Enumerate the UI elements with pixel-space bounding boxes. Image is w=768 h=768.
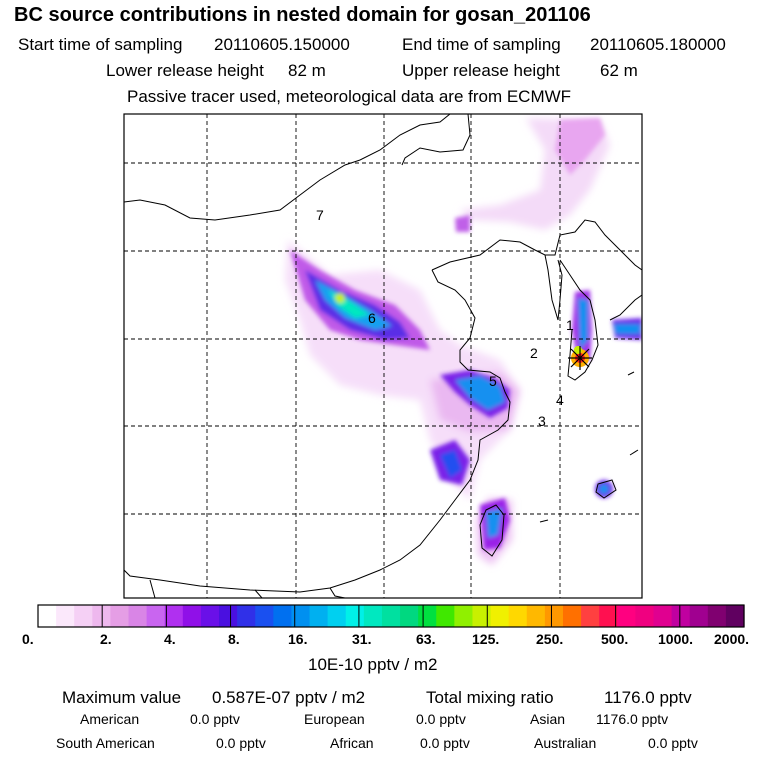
colorbar-swatch bbox=[472, 605, 492, 627]
region-label-2: 2 bbox=[530, 345, 538, 361]
stat-european-name: European bbox=[304, 711, 365, 727]
start-time-value: 20110605.150000 bbox=[214, 35, 350, 54]
colorbar-swatch bbox=[237, 605, 256, 627]
colorbar-swatch bbox=[454, 605, 474, 627]
cb-label-2: 4. bbox=[164, 631, 176, 647]
colorbar-swatch bbox=[707, 605, 727, 627]
colorbar-swatch bbox=[92, 605, 112, 627]
stat-african-name: African bbox=[330, 735, 374, 751]
plume-body bbox=[290, 118, 642, 550]
colorbar-swatch bbox=[671, 605, 691, 627]
colorbar-swatch bbox=[653, 605, 673, 627]
cb-label-0: 0. bbox=[22, 631, 34, 647]
total-mixing-value: 1176.0 pptv bbox=[604, 688, 692, 707]
lower-height-value: 82 m bbox=[288, 61, 326, 80]
colorbar-swatch bbox=[526, 605, 546, 627]
colorbar-ticks bbox=[101, 605, 681, 627]
region-label-1: 1 bbox=[566, 317, 574, 333]
colorbar-swatch bbox=[219, 605, 238, 627]
colorbar-swatch bbox=[562, 605, 582, 627]
cb-label-10: 1000. bbox=[658, 631, 694, 647]
region-label-6: 6 bbox=[368, 310, 376, 326]
stat-european-value: 0.0 pptv bbox=[416, 711, 466, 727]
colorbar-swatch bbox=[363, 605, 383, 627]
end-time-label: End time of sampling bbox=[402, 35, 561, 54]
cb-label-3: 8. bbox=[228, 631, 240, 647]
cb-label-9: 500. bbox=[601, 631, 629, 647]
colorbar-swatch bbox=[200, 605, 220, 627]
colorbar-swatch bbox=[38, 605, 57, 627]
cb-label-1: 2. bbox=[100, 631, 112, 647]
colorbar-swatch bbox=[490, 605, 510, 627]
upper-height-value: 62 m bbox=[600, 61, 638, 80]
colorbar-swatch bbox=[508, 605, 528, 627]
colorbar-swatch bbox=[128, 605, 148, 627]
tracer-note: Passive tracer used, meteorological data… bbox=[127, 87, 572, 106]
colorbar-swatch bbox=[146, 605, 166, 627]
colorbar-swatch bbox=[581, 605, 600, 627]
map-frame bbox=[123, 113, 643, 599]
colorbar-swatch bbox=[725, 605, 745, 627]
colorbar-swatch bbox=[635, 605, 655, 627]
colorbar-swatch bbox=[345, 605, 365, 627]
region-label-5: 5 bbox=[489, 373, 497, 389]
stat-asian-value: 1176.0 pptv bbox=[596, 711, 669, 727]
colorbar-swatch bbox=[436, 605, 455, 627]
colorbar-swatch bbox=[255, 605, 274, 627]
end-time-value: 20110605.180000 bbox=[590, 35, 726, 54]
colorbar-frame bbox=[37, 604, 745, 628]
page-title: BC source contributions in nested domain… bbox=[14, 4, 591, 26]
cb-label-8: 250. bbox=[536, 631, 564, 647]
stat-australian-name: Australian bbox=[534, 735, 597, 751]
colorbar-swatch bbox=[74, 605, 93, 627]
plume-halo bbox=[285, 118, 610, 565]
lat-lon-grid bbox=[124, 114, 642, 598]
region-label-3: 3 bbox=[538, 413, 546, 429]
colorbar-swatch bbox=[418, 605, 437, 627]
colorbar-swatch bbox=[309, 605, 329, 627]
region-label-7: 7 bbox=[316, 207, 324, 223]
colorbar-labels: 0. 2. 4. 8. 16. 31. 63. 125. 250. 500. 1… bbox=[0, 631, 768, 651]
stat-african-value: 0.0 pptv bbox=[420, 735, 470, 751]
max-value-label: Maximum value bbox=[62, 688, 182, 707]
stat-asian-name: Asian bbox=[530, 711, 566, 727]
cb-label-4: 16. bbox=[288, 631, 308, 647]
cb-label-5: 31. bbox=[352, 631, 372, 647]
colorbar-swatch bbox=[617, 605, 636, 627]
colorbar-swatch bbox=[164, 605, 184, 627]
cb-label-6: 63. bbox=[416, 631, 436, 647]
max-value: 0.587E-07 pptv / m2 bbox=[212, 688, 366, 707]
stat-american-name: American bbox=[80, 711, 140, 727]
stat-australian-value: 0.0 pptv bbox=[648, 735, 698, 751]
colorbar-swatch bbox=[291, 605, 311, 627]
colorbar-swatch bbox=[400, 605, 419, 627]
stat-south-american-name: South American bbox=[56, 735, 155, 751]
cb-label-11: 2000. bbox=[714, 631, 750, 647]
stat-south-american-value: 0.0 pptv bbox=[216, 735, 266, 751]
receptor-marker-icon bbox=[568, 346, 592, 370]
colorbar-swatch bbox=[273, 605, 293, 627]
upper-height-label: Upper release height bbox=[402, 61, 560, 80]
colorbar-swatch bbox=[182, 605, 202, 627]
colorbar-swatch bbox=[110, 605, 130, 627]
colorbar-swatch bbox=[689, 605, 709, 627]
region-label-4: 4 bbox=[556, 392, 564, 408]
start-time-label: Start time of sampling bbox=[18, 35, 183, 54]
colorbar-swatch bbox=[544, 605, 564, 627]
total-mixing-label: Total mixing ratio bbox=[426, 688, 554, 707]
colorbar bbox=[38, 605, 745, 627]
colorbar-swatch bbox=[56, 605, 75, 627]
cb-label-7: 125. bbox=[472, 631, 500, 647]
colorbar-swatch bbox=[599, 605, 618, 627]
colorbar-unit: 10E-10 pptv / m2 bbox=[308, 655, 438, 674]
colorbar-swatch bbox=[327, 605, 347, 627]
colorbar-swatch bbox=[381, 605, 401, 627]
lower-height-label: Lower release height bbox=[106, 61, 264, 80]
stat-american-value: 0.0 pptv bbox=[190, 711, 240, 727]
